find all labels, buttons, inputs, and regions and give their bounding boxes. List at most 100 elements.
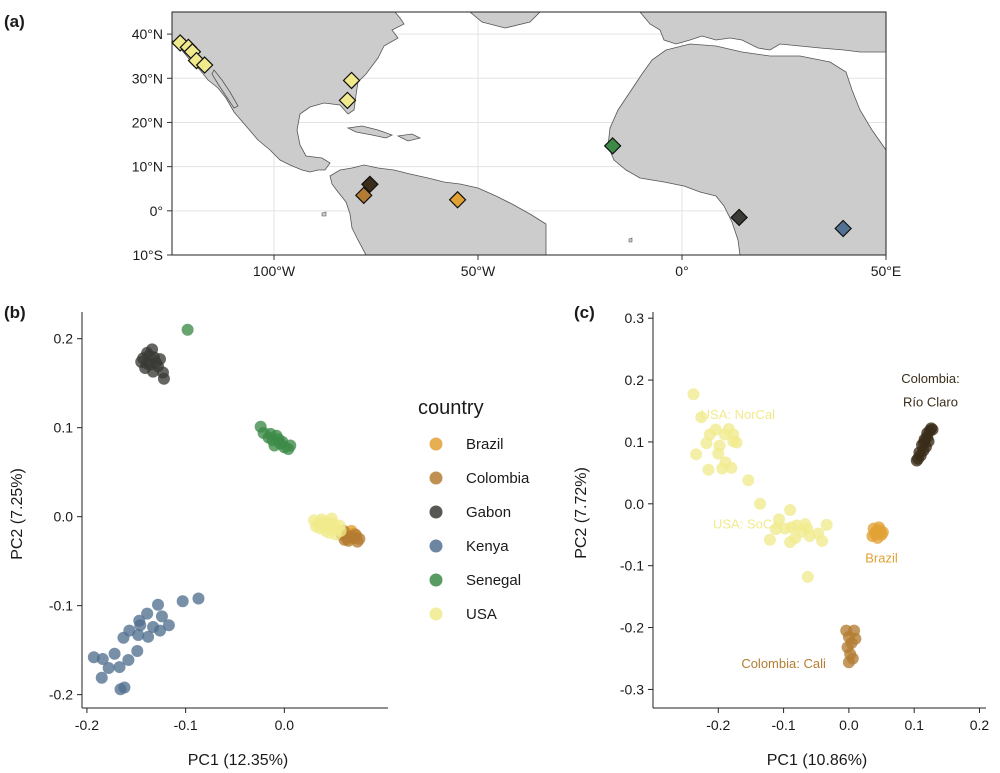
point-usa-socal: [820, 518, 833, 531]
land-europe: [639, 12, 886, 53]
point-brazil: [876, 526, 889, 539]
y-tick-label: 0.2: [54, 331, 74, 347]
y-tick-label: -0.1: [49, 598, 73, 614]
annotation-label: Brazil: [865, 551, 898, 566]
annotation-label: Colombia: Cali: [741, 656, 826, 671]
point-usa-norcal: [700, 437, 713, 450]
point-usa: [334, 524, 347, 537]
map-sites: [171, 34, 853, 238]
point-kenya: [108, 647, 121, 660]
point-kenya: [122, 653, 135, 666]
x-tick-label: -0.2: [706, 717, 730, 733]
panel-label-b: (b): [4, 303, 26, 322]
pca-b-axes: -0.2 -0.1 0.0 -0.2 -0.1 0.0 0.1 0.2: [49, 312, 388, 733]
map-site-marker-kenya: [834, 219, 853, 238]
point-usa-norcal: [702, 463, 715, 476]
legend-label-brazil: Brazil: [466, 436, 504, 453]
x-tick-label: 0.0: [839, 717, 859, 733]
panel-label-a: (a): [4, 12, 25, 31]
legend-swatch-gabon: [429, 505, 443, 519]
pca-c-annotations: Colombia: Río Claro USA: NorCal USA: SoCal B…: [701, 371, 960, 671]
point-kenya: [113, 661, 126, 674]
point-usa-norcal: [742, 474, 755, 487]
point-kenya: [142, 630, 155, 643]
point-kenya: [141, 607, 154, 620]
map-site-marker-brazil: [448, 190, 467, 209]
y-tick-label: 0.2: [625, 372, 645, 388]
map-xtick-label: 50°E: [871, 263, 902, 279]
map-site-marker-usa: [195, 56, 214, 74]
point-senegal: [181, 323, 194, 336]
point-usa-socal: [769, 523, 782, 536]
legend-swatch-colombia: [429, 471, 443, 485]
y-tick-label: 0.1: [54, 420, 74, 436]
pca-panel-b: -0.2 -0.1 0.0 -0.2 -0.1 0.0 0.1 0.2 PC1 (12.35%…: [9, 312, 388, 769]
point-kenya: [132, 629, 145, 642]
point-usa-socal: [754, 497, 767, 510]
map-ytick-label: 0°: [150, 203, 163, 219]
point-kenya: [96, 653, 109, 666]
y-tick-label: -0.1: [620, 558, 644, 574]
land-hispaniola: [396, 133, 422, 142]
land-baja: [211, 69, 239, 109]
annotation-label: Río Claro: [903, 395, 958, 410]
land-north-america: [172, 12, 405, 173]
pca-c-xlabel: PC1 (10.86%): [767, 752, 868, 769]
point-brazil: [866, 529, 879, 542]
point-kenya: [95, 671, 108, 684]
point-usa-socal: [816, 534, 829, 547]
annotation-label: USA: SoCal: [713, 517, 782, 532]
land-cuba: [346, 125, 394, 139]
point-kenya: [102, 661, 115, 674]
map-site-marker-gabon: [730, 208, 748, 227]
point-gabon: [150, 356, 163, 369]
point-usa: [320, 518, 333, 531]
x-tick-label: -0.1: [772, 717, 796, 733]
point-usa-norcal: [709, 423, 722, 436]
point-usa-norcal: [725, 461, 738, 474]
y-tick-label: -0.2: [620, 620, 644, 636]
point-kenya: [155, 610, 168, 623]
legend-label-usa: USA: [466, 606, 497, 623]
legend-label-colombia: Colombia: [466, 470, 530, 487]
point-kenya: [131, 645, 144, 658]
point-usa-socal: [801, 570, 814, 583]
annotation-label: Colombia:: [901, 371, 960, 386]
point-kenya: [114, 683, 127, 696]
point-usa-socal: [784, 504, 797, 516]
pca-c-points: [687, 388, 939, 669]
map-xtick-label: 0°: [675, 263, 688, 279]
legend-swatch-brazil: [429, 437, 443, 451]
pca-c-axes: -0.2 -0.1 0.0 0.1 0.2 -0.3 -0.2 -0.1 0.0 0.1 0.2 0.…: [620, 310, 990, 733]
map-xtick-label: 50°W: [461, 263, 496, 279]
map-site-marker-colombia-rio-claro: [361, 175, 379, 194]
legend-swatch-senegal: [429, 573, 443, 587]
map-panel: 100°W 50°W 0° 50°E 10°S 0° 10°N 20°N 30°N 40°N: [132, 11, 902, 279]
pca-panel-c: -0.2 -0.1 0.0 0.1 0.2 -0.3 -0.2 -0.1 0.0 0.1 0.2 0.…: [573, 310, 989, 769]
map-site-marker-colombia: [354, 186, 373, 205]
point-usa-socal: [790, 519, 803, 532]
map-land: [172, 12, 886, 255]
map-site-marker-usa: [342, 71, 361, 90]
point-usa-norcal: [690, 448, 703, 461]
land-north: [469, 12, 541, 29]
y-tick-label: 0.3: [625, 310, 645, 326]
map-ytick-label: 40°N: [132, 26, 163, 42]
point-colombia-cali: [842, 656, 855, 669]
point-kenya: [134, 619, 147, 632]
legend-label-kenya: Kenya: [466, 538, 509, 555]
point-kenya: [162, 619, 175, 632]
land-south-america: [329, 164, 547, 255]
x-tick-label: 0.1: [904, 717, 924, 733]
point-colombia-r-o-claro: [912, 452, 925, 465]
point-colombia-cali: [849, 632, 862, 645]
map-frame: [171, 11, 887, 256]
point-senegal: [264, 427, 277, 440]
legend-swatch-kenya: [429, 539, 443, 553]
legend-title: country: [418, 397, 484, 419]
legend-label-gabon: Gabon: [466, 504, 511, 521]
land-africa: [607, 43, 886, 255]
panel-label-c: (c): [574, 303, 595, 322]
point-kenya: [152, 598, 165, 611]
